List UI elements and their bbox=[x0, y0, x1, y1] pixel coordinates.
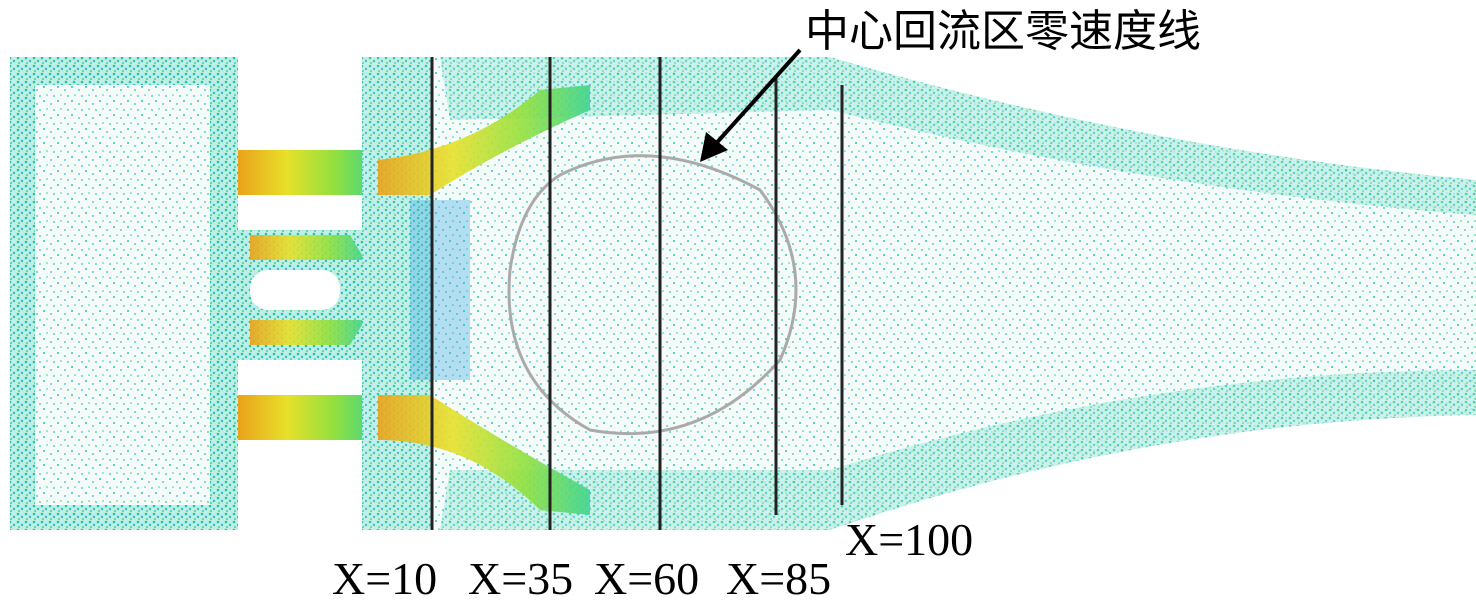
station-label: X=35 bbox=[468, 553, 573, 604]
station-label: X=60 bbox=[594, 553, 699, 604]
annotation: 中心回流区零速度线 bbox=[805, 7, 1201, 56]
zero-velocity-line bbox=[507, 154, 798, 436]
swirler bbox=[238, 150, 378, 440]
annotation-arrow bbox=[700, 48, 802, 162]
plenum bbox=[10, 57, 238, 530]
station-label: X=85 bbox=[726, 553, 831, 604]
station-lines bbox=[430, 57, 844, 530]
combustor bbox=[362, 57, 1476, 530]
station-label: X=100 bbox=[845, 514, 973, 565]
station-label: X=10 bbox=[332, 553, 437, 604]
